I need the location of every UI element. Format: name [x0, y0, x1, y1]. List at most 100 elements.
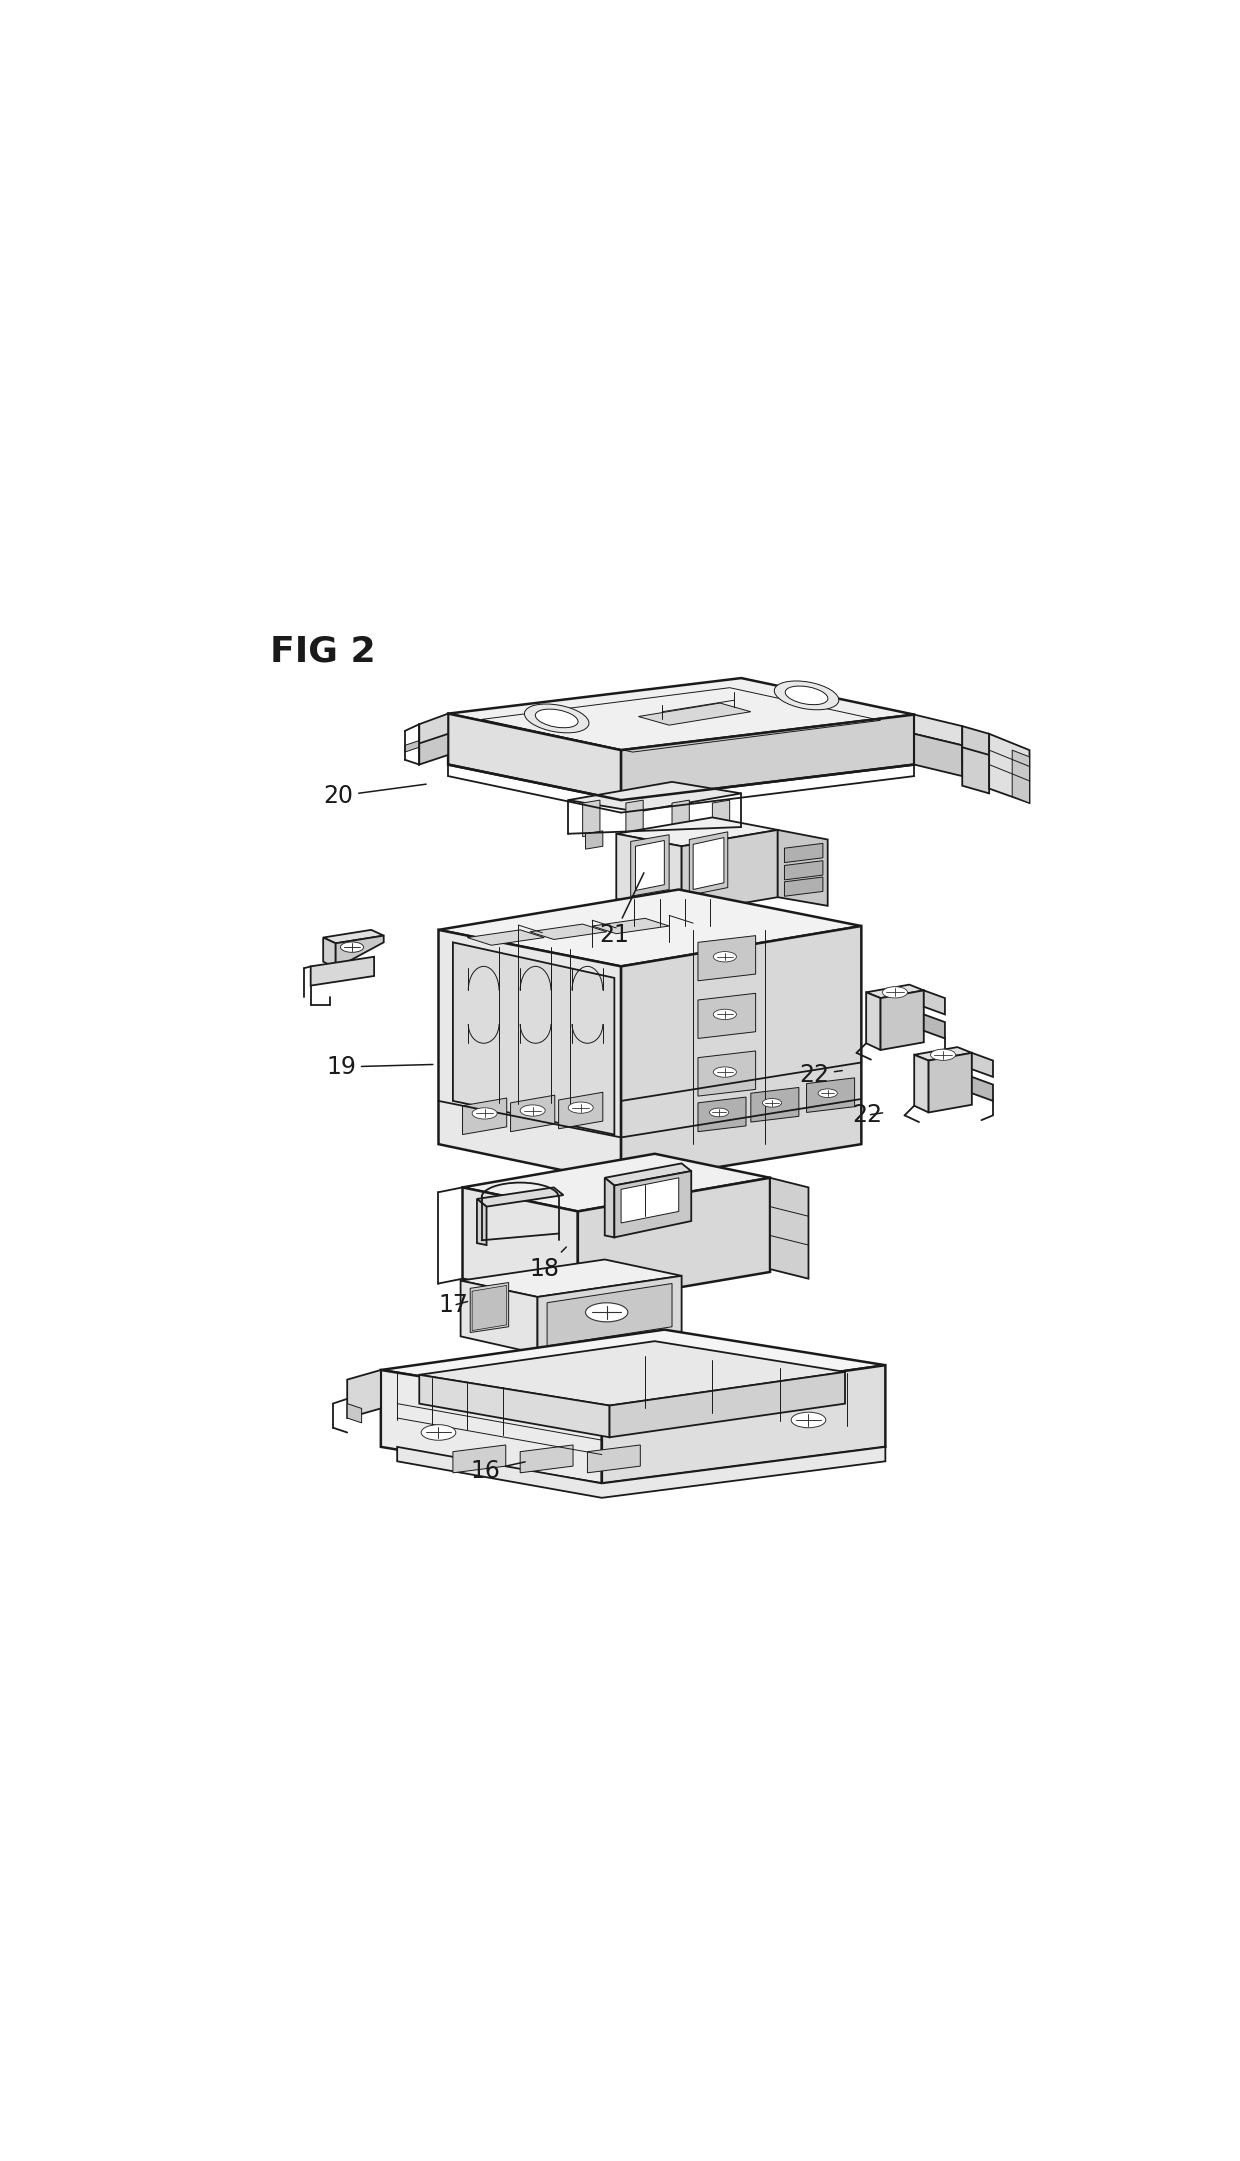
- Polygon shape: [682, 830, 777, 914]
- Polygon shape: [593, 918, 670, 934]
- Polygon shape: [631, 834, 670, 897]
- Polygon shape: [639, 702, 751, 726]
- Polygon shape: [588, 1446, 640, 1474]
- Polygon shape: [777, 830, 828, 905]
- Ellipse shape: [585, 1303, 627, 1323]
- Polygon shape: [621, 1178, 678, 1223]
- Polygon shape: [583, 800, 600, 836]
- Ellipse shape: [341, 942, 363, 953]
- Ellipse shape: [818, 1089, 837, 1098]
- Polygon shape: [336, 936, 383, 968]
- Ellipse shape: [785, 685, 828, 704]
- Ellipse shape: [521, 1104, 546, 1115]
- Polygon shape: [448, 713, 621, 800]
- Polygon shape: [866, 992, 880, 1050]
- Polygon shape: [962, 726, 990, 771]
- Polygon shape: [601, 1366, 885, 1482]
- Polygon shape: [470, 1281, 508, 1333]
- Ellipse shape: [536, 709, 578, 728]
- Polygon shape: [463, 1098, 507, 1135]
- Polygon shape: [972, 1052, 993, 1076]
- Polygon shape: [610, 1372, 844, 1437]
- Polygon shape: [990, 735, 1029, 804]
- Polygon shape: [324, 938, 336, 968]
- Polygon shape: [698, 1098, 746, 1132]
- Text: FIG 2: FIG 2: [270, 633, 376, 668]
- Ellipse shape: [774, 681, 838, 709]
- Polygon shape: [770, 1178, 808, 1279]
- Ellipse shape: [930, 1048, 956, 1061]
- Polygon shape: [614, 1171, 691, 1238]
- Polygon shape: [914, 1048, 972, 1061]
- Polygon shape: [972, 1076, 993, 1100]
- Polygon shape: [463, 1186, 578, 1305]
- Polygon shape: [324, 929, 383, 944]
- Polygon shape: [419, 735, 448, 765]
- Ellipse shape: [763, 1098, 781, 1106]
- Polygon shape: [689, 832, 728, 895]
- Ellipse shape: [568, 1102, 593, 1113]
- Polygon shape: [585, 830, 603, 849]
- Polygon shape: [698, 1050, 755, 1096]
- Polygon shape: [463, 1154, 770, 1212]
- Polygon shape: [311, 957, 374, 985]
- Polygon shape: [698, 994, 755, 1039]
- Polygon shape: [616, 817, 777, 847]
- Text: 22: 22: [853, 1102, 883, 1128]
- Text: 18: 18: [529, 1247, 567, 1281]
- Polygon shape: [397, 1448, 885, 1498]
- Polygon shape: [439, 890, 862, 966]
- Polygon shape: [453, 942, 614, 1135]
- Polygon shape: [559, 1091, 603, 1128]
- Polygon shape: [693, 838, 724, 890]
- Text: 19: 19: [326, 1055, 433, 1078]
- Polygon shape: [537, 1275, 682, 1353]
- Polygon shape: [453, 1446, 506, 1474]
- Polygon shape: [477, 1199, 486, 1245]
- Text: 22: 22: [799, 1063, 842, 1087]
- Polygon shape: [712, 800, 729, 836]
- Polygon shape: [467, 929, 544, 944]
- Text: 20: 20: [324, 784, 427, 808]
- Polygon shape: [635, 841, 665, 890]
- Polygon shape: [439, 929, 621, 1182]
- Polygon shape: [460, 1281, 537, 1353]
- Polygon shape: [419, 713, 448, 746]
- Polygon shape: [914, 1055, 929, 1113]
- Polygon shape: [529, 925, 606, 940]
- Polygon shape: [785, 877, 823, 897]
- Polygon shape: [381, 1329, 885, 1405]
- Polygon shape: [547, 1284, 672, 1346]
- Polygon shape: [511, 1096, 554, 1132]
- Polygon shape: [698, 936, 755, 981]
- Polygon shape: [880, 990, 924, 1050]
- Polygon shape: [605, 1178, 614, 1238]
- Polygon shape: [924, 1014, 945, 1039]
- Polygon shape: [472, 1286, 507, 1331]
- Polygon shape: [381, 1370, 601, 1482]
- Polygon shape: [460, 1260, 682, 1297]
- Polygon shape: [929, 1052, 972, 1113]
- Polygon shape: [924, 990, 945, 1014]
- Text: 21: 21: [599, 873, 644, 947]
- Ellipse shape: [713, 1009, 737, 1020]
- Ellipse shape: [713, 951, 737, 962]
- Ellipse shape: [713, 1068, 737, 1078]
- Polygon shape: [626, 800, 644, 836]
- Polygon shape: [682, 823, 699, 843]
- Text: 17: 17: [439, 1292, 469, 1318]
- Ellipse shape: [472, 1109, 497, 1119]
- Polygon shape: [419, 1374, 610, 1437]
- Polygon shape: [751, 1087, 799, 1122]
- Polygon shape: [1012, 750, 1029, 804]
- Polygon shape: [621, 927, 862, 1182]
- Polygon shape: [866, 985, 924, 998]
- Polygon shape: [404, 741, 419, 752]
- Polygon shape: [521, 1446, 573, 1474]
- Ellipse shape: [525, 704, 589, 733]
- Ellipse shape: [883, 988, 908, 998]
- Polygon shape: [477, 1186, 563, 1206]
- Polygon shape: [578, 1178, 770, 1305]
- Polygon shape: [621, 715, 914, 800]
- Polygon shape: [785, 860, 823, 880]
